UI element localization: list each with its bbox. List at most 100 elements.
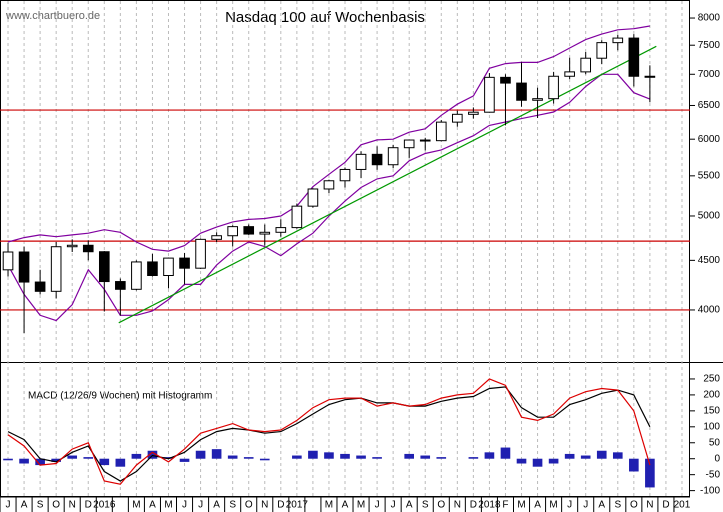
x-tick-label: J — [583, 500, 588, 511]
y-tick-label: -50 — [706, 469, 721, 480]
histogram-bar — [259, 458, 270, 461]
histogram-bar — [35, 458, 45, 466]
histogram-bar — [404, 453, 414, 459]
candle-body — [131, 261, 142, 290]
x-tick-label: A — [213, 500, 220, 511]
candle-body — [82, 244, 94, 253]
y-tick-label: 7000 — [698, 69, 721, 80]
histogram-bar — [147, 450, 158, 459]
histogram-bar — [548, 458, 559, 464]
histogram-bar — [564, 453, 575, 459]
x-tick-label: N — [69, 500, 76, 511]
candle-body — [323, 180, 335, 190]
histogram-bar — [356, 455, 366, 459]
x-tick-label: D — [662, 500, 669, 511]
candle-body — [227, 226, 238, 237]
candle-body — [339, 168, 351, 182]
x-tick-label: O — [630, 500, 638, 511]
x-tick-label: O — [245, 500, 253, 511]
candle-body — [243, 226, 255, 235]
x-tick-label: M — [325, 500, 333, 511]
x-tick-label: O — [437, 500, 445, 511]
x-tick-label: M — [357, 500, 365, 511]
candle-body — [2, 251, 14, 271]
candle-body — [452, 113, 463, 123]
histogram-bar — [500, 447, 511, 459]
candle-body — [115, 281, 126, 290]
x-tick-label: A — [149, 500, 156, 511]
histogram-bar — [612, 452, 623, 459]
candle-body — [596, 42, 608, 59]
candle-body — [163, 257, 174, 276]
histogram-bar — [596, 450, 607, 459]
x-tick-label: J — [6, 500, 11, 511]
x-tick-label: M — [549, 500, 557, 511]
histogram-bar — [340, 453, 350, 459]
candle-body — [147, 261, 158, 276]
candle-body — [179, 257, 190, 269]
y-tick-label: 5500 — [698, 170, 721, 181]
x-tick-label: A — [406, 500, 413, 511]
x-tick-label: A — [342, 500, 349, 511]
x-tick-label: N — [454, 500, 461, 511]
histogram-bar — [468, 457, 479, 459]
x-tick-label: 2016 — [93, 500, 116, 511]
candle-body — [50, 246, 62, 292]
y-tick-label: 4000 — [698, 305, 721, 316]
x-tick-label: S — [229, 500, 236, 511]
x-tick-label: N — [261, 500, 268, 511]
histogram-bar — [67, 455, 78, 459]
y-tick-label: -100 — [700, 485, 720, 496]
histogram-bar — [211, 449, 222, 459]
histogram-bar — [99, 458, 110, 466]
histogram-bar — [195, 450, 206, 459]
histogram-bar — [292, 455, 302, 459]
histogram-bar — [372, 457, 382, 459]
y-tick-label: 150 — [703, 405, 720, 416]
x-tick-label: O — [52, 500, 60, 511]
y-tick-label: 100 — [703, 421, 720, 432]
x-tick-label: M — [164, 500, 172, 511]
candle-body — [532, 98, 543, 101]
y-tick-label: 50 — [709, 437, 721, 448]
x-tick-label: N — [646, 500, 653, 511]
histogram-bar — [580, 455, 591, 459]
histogram-bar — [420, 455, 431, 459]
candle-body — [291, 205, 303, 229]
histogram-bar — [308, 450, 318, 459]
x-tick-label: 2018 — [478, 500, 501, 511]
x-tick-label: D — [85, 500, 92, 511]
y-tick-label: 7500 — [698, 40, 721, 51]
histogram-bar — [115, 458, 126, 467]
macd-line — [7, 386, 651, 482]
candle-body — [259, 231, 271, 235]
histogram-bar — [532, 458, 543, 467]
histogram-bar — [629, 458, 639, 472]
histogram-bar — [645, 458, 655, 488]
histogram-bar — [179, 458, 190, 462]
x-tick-label: 201 — [674, 500, 691, 511]
candle-body — [98, 251, 110, 283]
x-tick-label: S — [422, 500, 429, 511]
x-tick-label: D — [277, 500, 284, 511]
y-tick-label: 250 — [703, 374, 720, 385]
candle-body — [644, 75, 656, 78]
x-tick-label: M — [132, 500, 140, 511]
candle-body — [468, 111, 479, 115]
source: www.chartbuero.de — [5, 10, 100, 22]
candle-body — [211, 235, 222, 240]
x-tick-label: F — [502, 500, 508, 511]
x-tick-label: J — [391, 500, 396, 511]
x-tick-label: J — [375, 500, 380, 511]
trend-line — [118, 45, 657, 324]
candle-body — [419, 139, 431, 142]
candle-body — [435, 121, 447, 142]
y-tick-label: 0 — [714, 453, 720, 464]
candle-body — [195, 238, 206, 269]
histogram-bar — [19, 458, 29, 464]
chart-title: Nasdaq 100 auf Wochenbasis — [225, 9, 425, 26]
histogram-bar — [51, 458, 61, 462]
x-tick-label: A — [534, 500, 541, 511]
candle-body — [18, 251, 30, 283]
